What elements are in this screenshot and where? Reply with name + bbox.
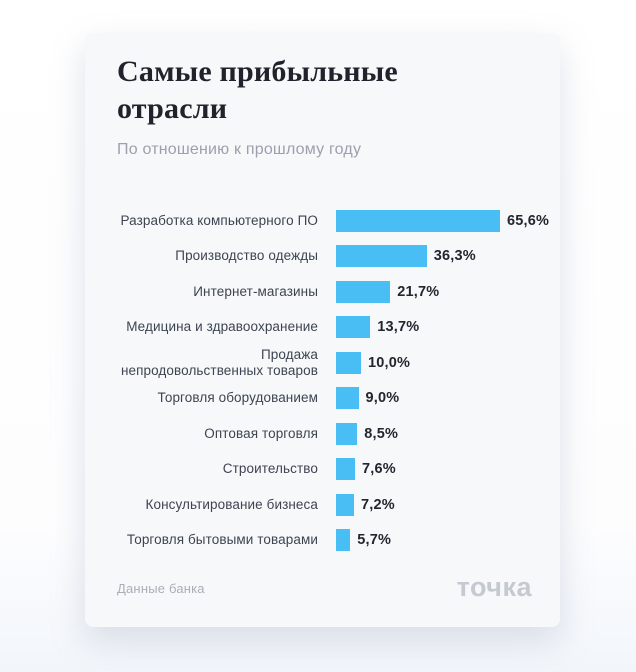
chart-subtitle: По отношению к прошлому году <box>117 141 362 158</box>
category-label: Производство одежды <box>175 248 318 264</box>
bar-area: 7,6% <box>336 458 532 481</box>
bar-chart: Разработка компьютерного ПО 65,6% Произв… <box>117 203 549 559</box>
category-label: Консультирование бизнеса <box>145 496 318 512</box>
chart-row: Интернет-магазины 21,7% <box>117 274 532 310</box>
bar <box>336 245 427 268</box>
category-label: Торговля бытовыми товарами <box>126 532 318 548</box>
bar-area: 7,2% <box>336 493 532 516</box>
bar <box>336 422 358 445</box>
tochka-bank-logo: точка <box>456 572 532 602</box>
value-label: 7,6% <box>362 461 396 478</box>
value-label: 5,7% <box>357 532 392 549</box>
bar <box>336 280 391 303</box>
chart-row: Строительство 7,6% <box>117 452 532 488</box>
bar-area: 9,0% <box>336 387 532 410</box>
chart-row: Производство одежды 36,3% <box>117 239 532 275</box>
value-label: 65,6% <box>507 212 550 229</box>
value-label: 10,0% <box>368 354 411 371</box>
bar <box>336 209 500 232</box>
chart-row: Торговля оборудованием 9,0% <box>117 381 532 417</box>
chart-row: Разработка компьютерного ПО 65,6% <box>117 203 549 239</box>
bar <box>336 351 361 374</box>
category-label: Разработка компьютерного ПО <box>120 212 318 228</box>
bar-area: 21,7% <box>336 280 532 303</box>
value-label: 8,5% <box>364 425 399 442</box>
card-footer: Данные банка точка <box>117 574 532 601</box>
bar <box>336 493 354 516</box>
bar <box>336 316 371 339</box>
category-label: Строительство <box>222 461 318 477</box>
bar-area: 36,3% <box>336 245 532 268</box>
bar <box>336 387 359 410</box>
bar-area: 8,5% <box>336 422 532 445</box>
bar-area: 13,7% <box>336 316 532 339</box>
category-label: Оптовая торговля <box>204 425 318 441</box>
value-label: 13,7% <box>377 319 420 336</box>
bar <box>336 458 355 481</box>
category-label: Медицина и здравоохранение <box>126 319 318 335</box>
infographic-card: Самые прибыльные отрасли По отношению к … <box>85 33 560 627</box>
bar-area: 5,7% <box>336 529 532 552</box>
chart-row: Оптовая торговля 8,5% <box>117 416 532 452</box>
bar-area: 65,6% <box>336 209 550 232</box>
value-label: 21,7% <box>397 283 440 300</box>
bar <box>336 529 351 552</box>
chart-row: Медицина и здравоохранение 13,7% <box>117 310 532 346</box>
value-label: 36,3% <box>433 248 476 265</box>
chart-row: Торговля бытовыми товарами 5,7% <box>117 523 532 559</box>
bar-area: 10,0% <box>336 351 532 374</box>
value-label: 9,0% <box>365 390 400 407</box>
chart-title: Самые прибыльные отрасли <box>117 55 398 125</box>
data-source-label: Данные банка <box>117 581 205 596</box>
chart-row: Консультирование бизнеса 7,2% <box>117 487 532 523</box>
category-label: Продажа непродовольственных товаров <box>120 346 318 378</box>
chart-row: Продажа непродовольственных товаров 10,0… <box>117 345 532 381</box>
category-label: Интернет-магазины <box>193 283 318 299</box>
category-label: Торговля оборудованием <box>157 390 318 406</box>
value-label: 7,2% <box>361 496 395 513</box>
